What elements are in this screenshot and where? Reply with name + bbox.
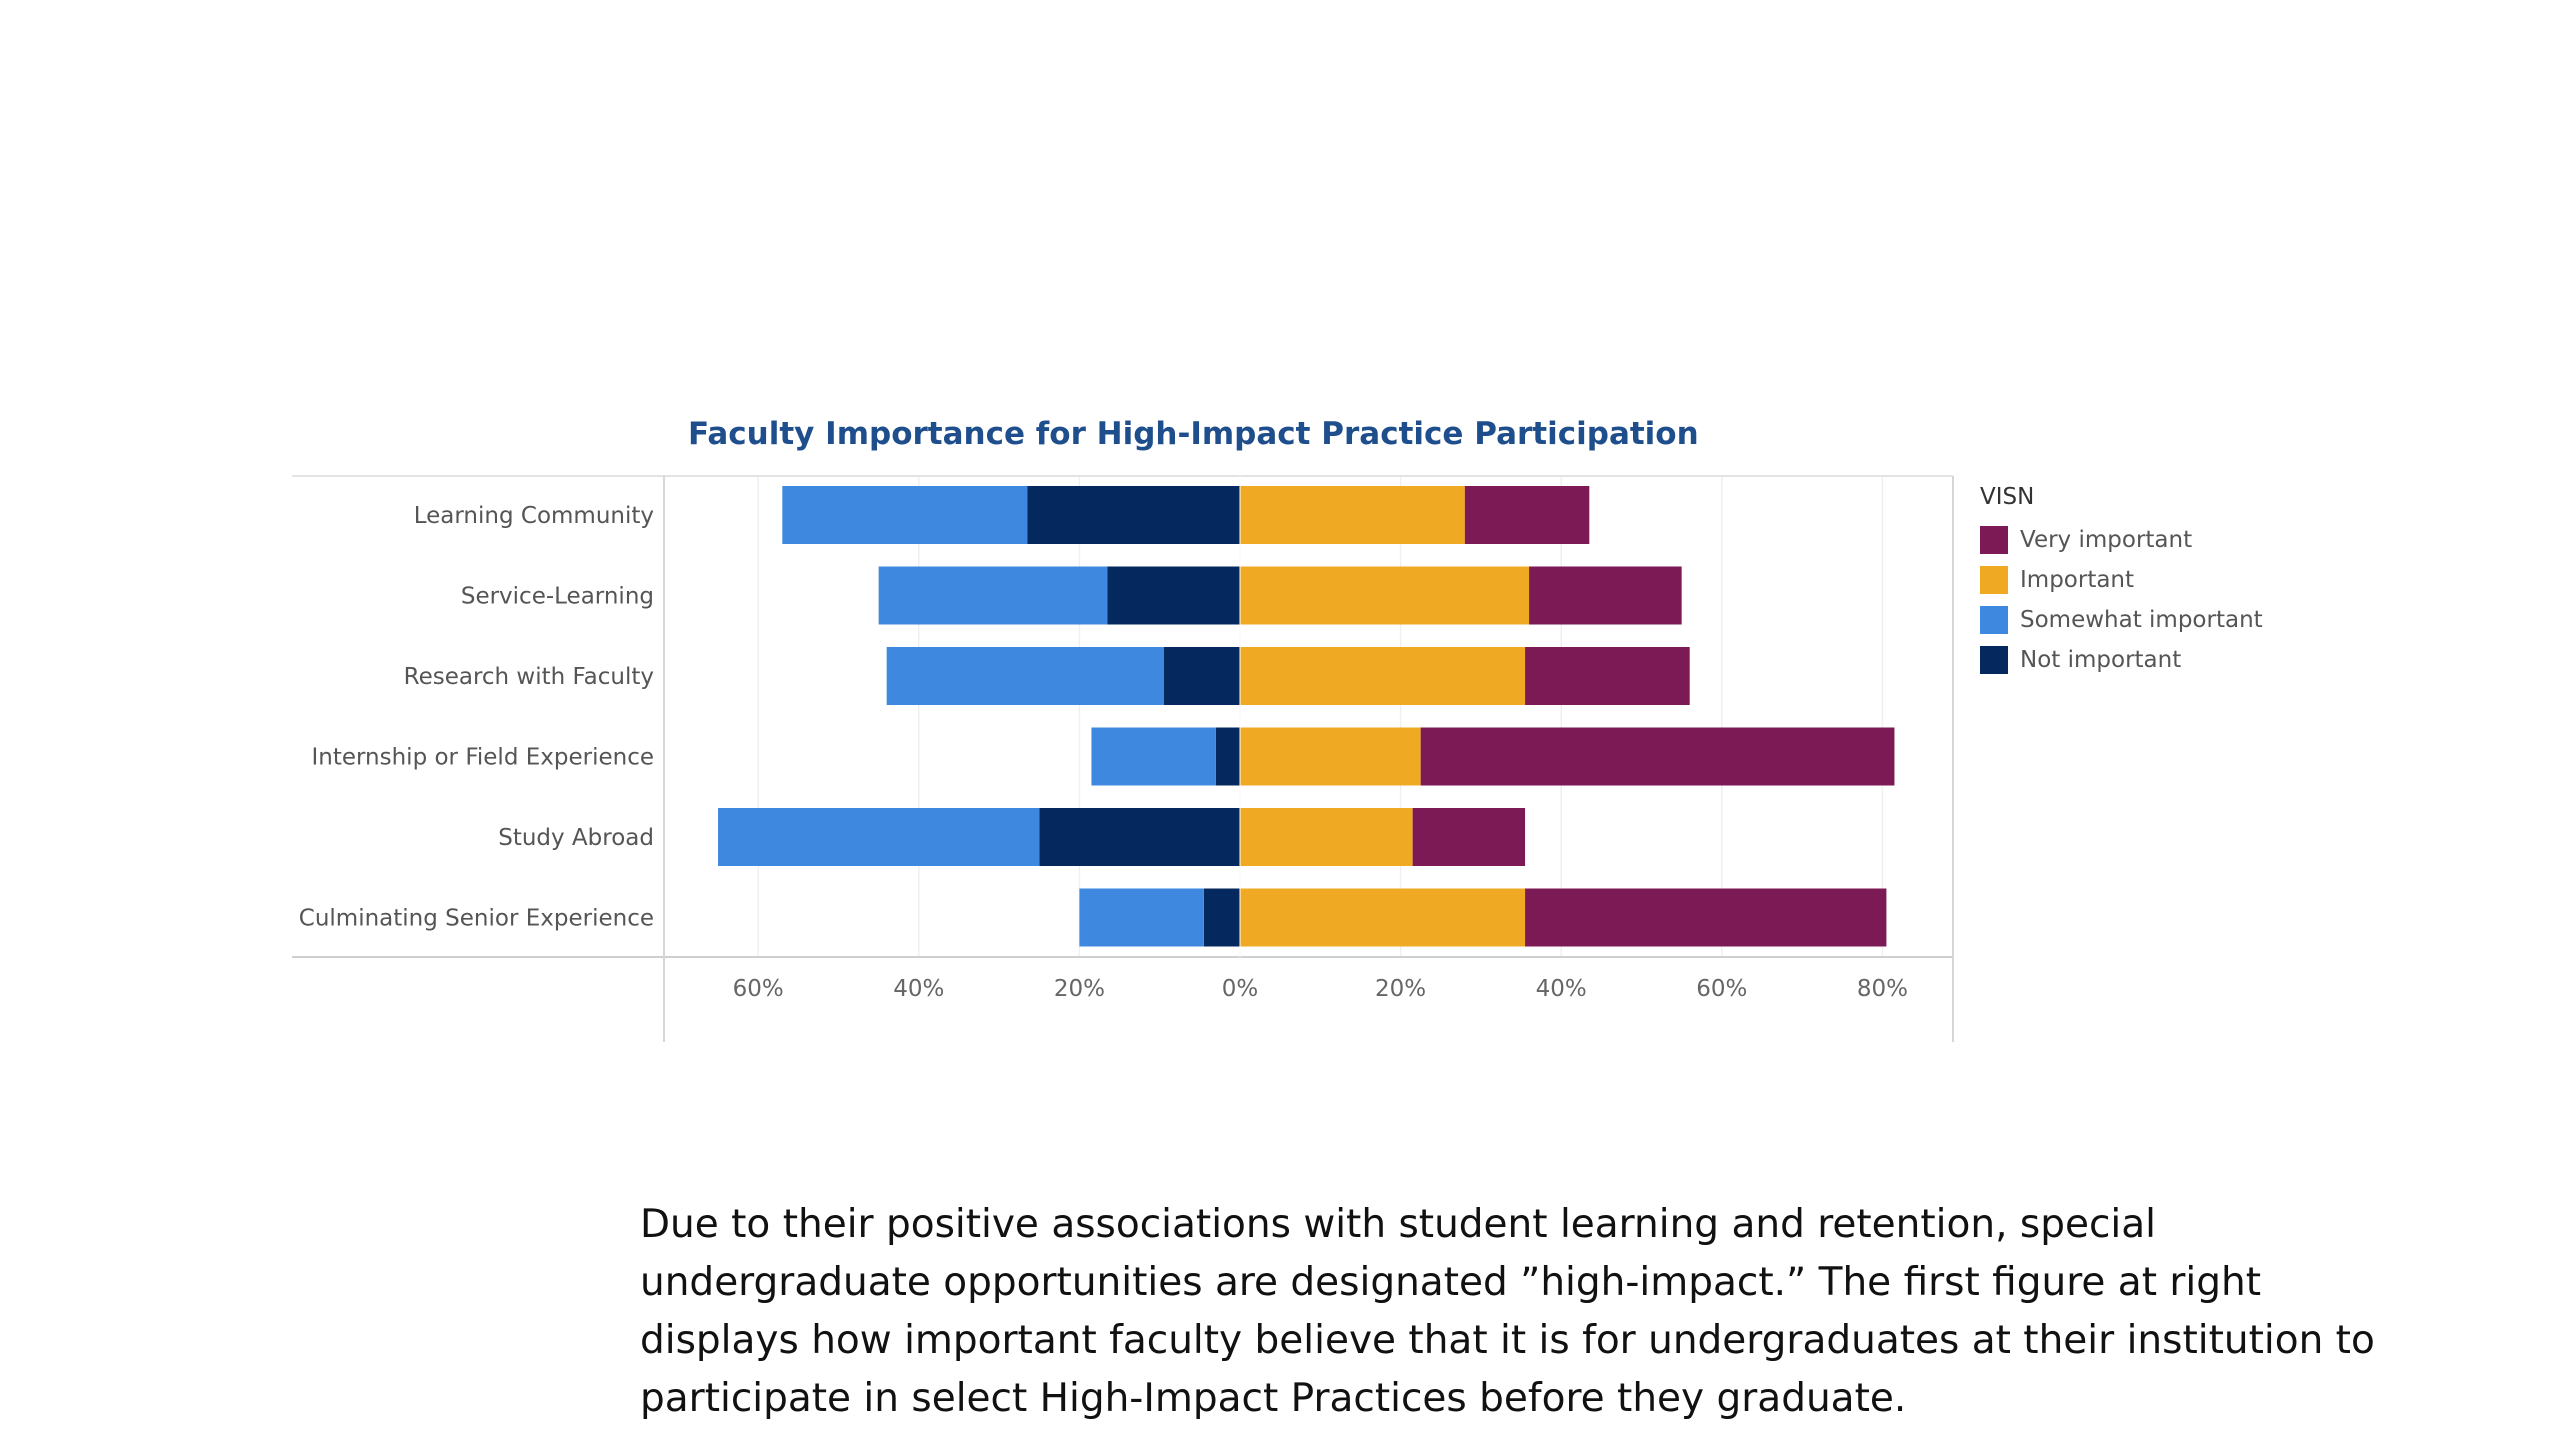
category-label: Study Abroad <box>498 825 654 851</box>
legend-label: Not important <box>2020 647 2182 673</box>
legend-label: Somewhat important <box>2020 607 2263 633</box>
bar-very-important <box>1412 808 1526 866</box>
category-label: Culminating Senior Experience <box>299 906 654 932</box>
legend-items: Very important Important Somewhat importan… <box>1980 520 2263 680</box>
bar-very-important <box>1420 727 1895 786</box>
bar-somewhat-important <box>718 808 1040 866</box>
legend-item: Very important <box>1980 520 2263 560</box>
x-tick-label: 20% <box>1054 976 1105 1002</box>
bar-very-important <box>1464 486 1590 544</box>
x-tick-label: 20% <box>1375 976 1426 1002</box>
bar-not-important <box>1039 808 1240 866</box>
x-tick-label: 40% <box>1536 976 1587 1002</box>
bar-important <box>1240 727 1421 786</box>
legend-swatch <box>1980 606 2008 634</box>
legend-swatch <box>1980 566 2008 594</box>
legend-title: VISN <box>1980 484 2035 510</box>
legend: VISN Very important Important Somewhat imp… <box>1980 484 2263 680</box>
legend-item: Not important <box>1980 640 2263 680</box>
bar-not-important <box>1107 566 1240 625</box>
bar-somewhat-important <box>1091 727 1216 786</box>
bar-important <box>1240 888 1526 947</box>
x-tick-label: 60% <box>733 976 784 1002</box>
legend-swatch <box>1980 526 2008 554</box>
bar-somewhat-important <box>1079 888 1204 947</box>
category-label: Learning Community <box>414 503 654 529</box>
bar-somewhat-important <box>782 486 1028 544</box>
bar-very-important <box>1525 888 1887 947</box>
legend-swatch <box>1980 646 2008 674</box>
x-tick-label: 80% <box>1857 976 1908 1002</box>
x-tick-label: 40% <box>893 976 944 1002</box>
bar-very-important <box>1529 566 1682 625</box>
legend-label: Very important <box>2020 527 2193 553</box>
category-label: Internship or Field Experience <box>311 745 654 771</box>
bar-not-important <box>1163 647 1240 705</box>
bar-important <box>1240 486 1465 544</box>
bar-not-important <box>1215 727 1240 786</box>
category-label: Research with Faculty <box>404 664 654 690</box>
caption-text: Due to their positive associations with … <box>640 1202 2375 1421</box>
x-tick-label: 0% <box>1222 976 1259 1002</box>
category-label: Service-Learning <box>461 584 654 610</box>
bar-not-important <box>1027 486 1240 544</box>
bar-very-important <box>1525 647 1690 705</box>
bar-not-important <box>1203 888 1240 947</box>
bar-important <box>1240 808 1413 866</box>
legend-label: Important <box>2020 567 2135 593</box>
legend-item: Important <box>1980 560 2263 600</box>
bar-important <box>1240 647 1526 705</box>
chart-title: Faculty Importance for High-Impact Pract… <box>688 416 1699 452</box>
bar-somewhat-important <box>886 647 1164 705</box>
x-tick-label: 60% <box>1696 976 1747 1002</box>
legend-item: Somewhat important <box>1980 600 2263 640</box>
bar-important <box>1240 566 1530 625</box>
bar-somewhat-important <box>878 566 1108 625</box>
